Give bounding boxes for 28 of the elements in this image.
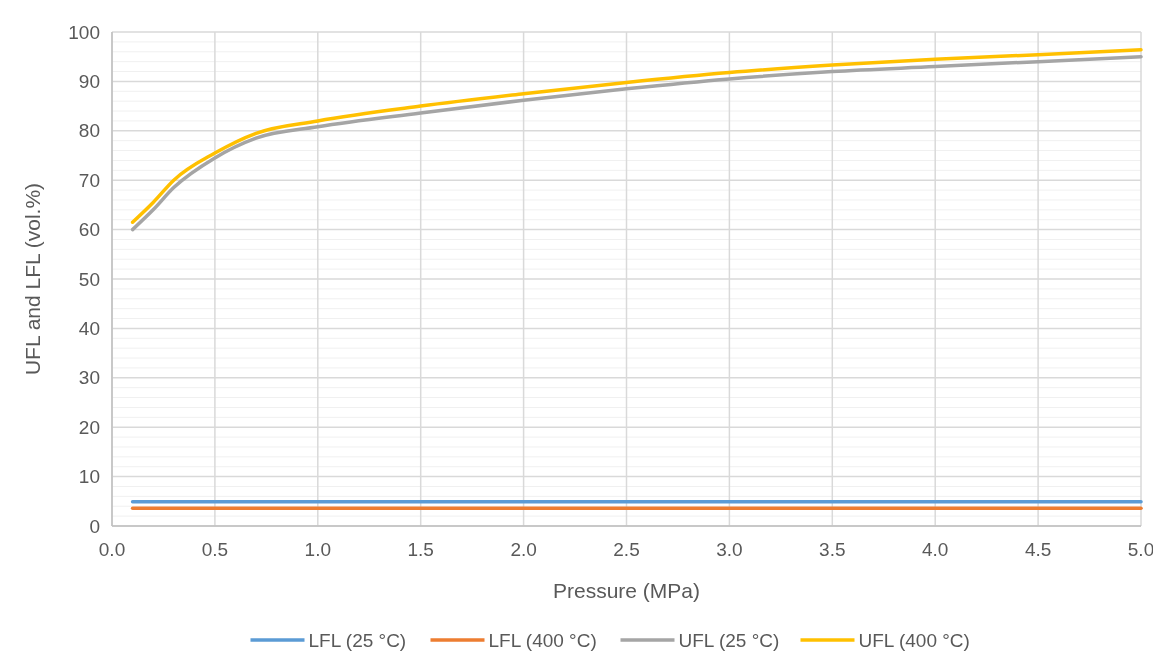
legend-label: UFL (25 °C): [678, 630, 780, 651]
x-tick-label: 4.5: [1024, 539, 1052, 560]
x-tick-label: 2.0: [510, 539, 537, 560]
x-tick-label: 4.0: [921, 539, 949, 560]
x-tick-label: 0.5: [201, 539, 229, 560]
x-tick-label: 2.5: [613, 539, 640, 560]
x-axis-title: Pressure (MPa): [552, 579, 701, 602]
y-tick-label: 10: [78, 466, 100, 488]
x-tick-label: 0.0: [98, 539, 126, 560]
y-tick-label: 0: [89, 515, 100, 537]
x-tick-label: 3.5: [819, 539, 846, 560]
y-tick-label: 80: [78, 120, 100, 142]
legend-label: UFL (400 °C): [858, 630, 970, 651]
y-tick-label: 50: [78, 268, 100, 290]
legend-label: LFL (25 °C): [308, 630, 407, 651]
x-tick-label: 1.0: [304, 539, 332, 560]
y-tick-label: 100: [68, 21, 100, 43]
legend-label: LFL (400 °C): [488, 630, 597, 651]
y-tick-label: 20: [78, 416, 100, 438]
y-tick-label: 60: [78, 219, 100, 241]
y-tick-label: 70: [78, 169, 100, 191]
x-tick-label: 3.0: [716, 539, 743, 560]
x-tick-label: 1.5: [407, 539, 434, 560]
x-tick-label: 5.0: [1127, 539, 1155, 560]
y-axis-title: UFL and LFL (vol.%): [21, 182, 44, 376]
y-tick-label: 30: [78, 367, 100, 389]
y-tick-label: 90: [78, 71, 100, 93]
y-tick-label: 40: [78, 318, 100, 340]
